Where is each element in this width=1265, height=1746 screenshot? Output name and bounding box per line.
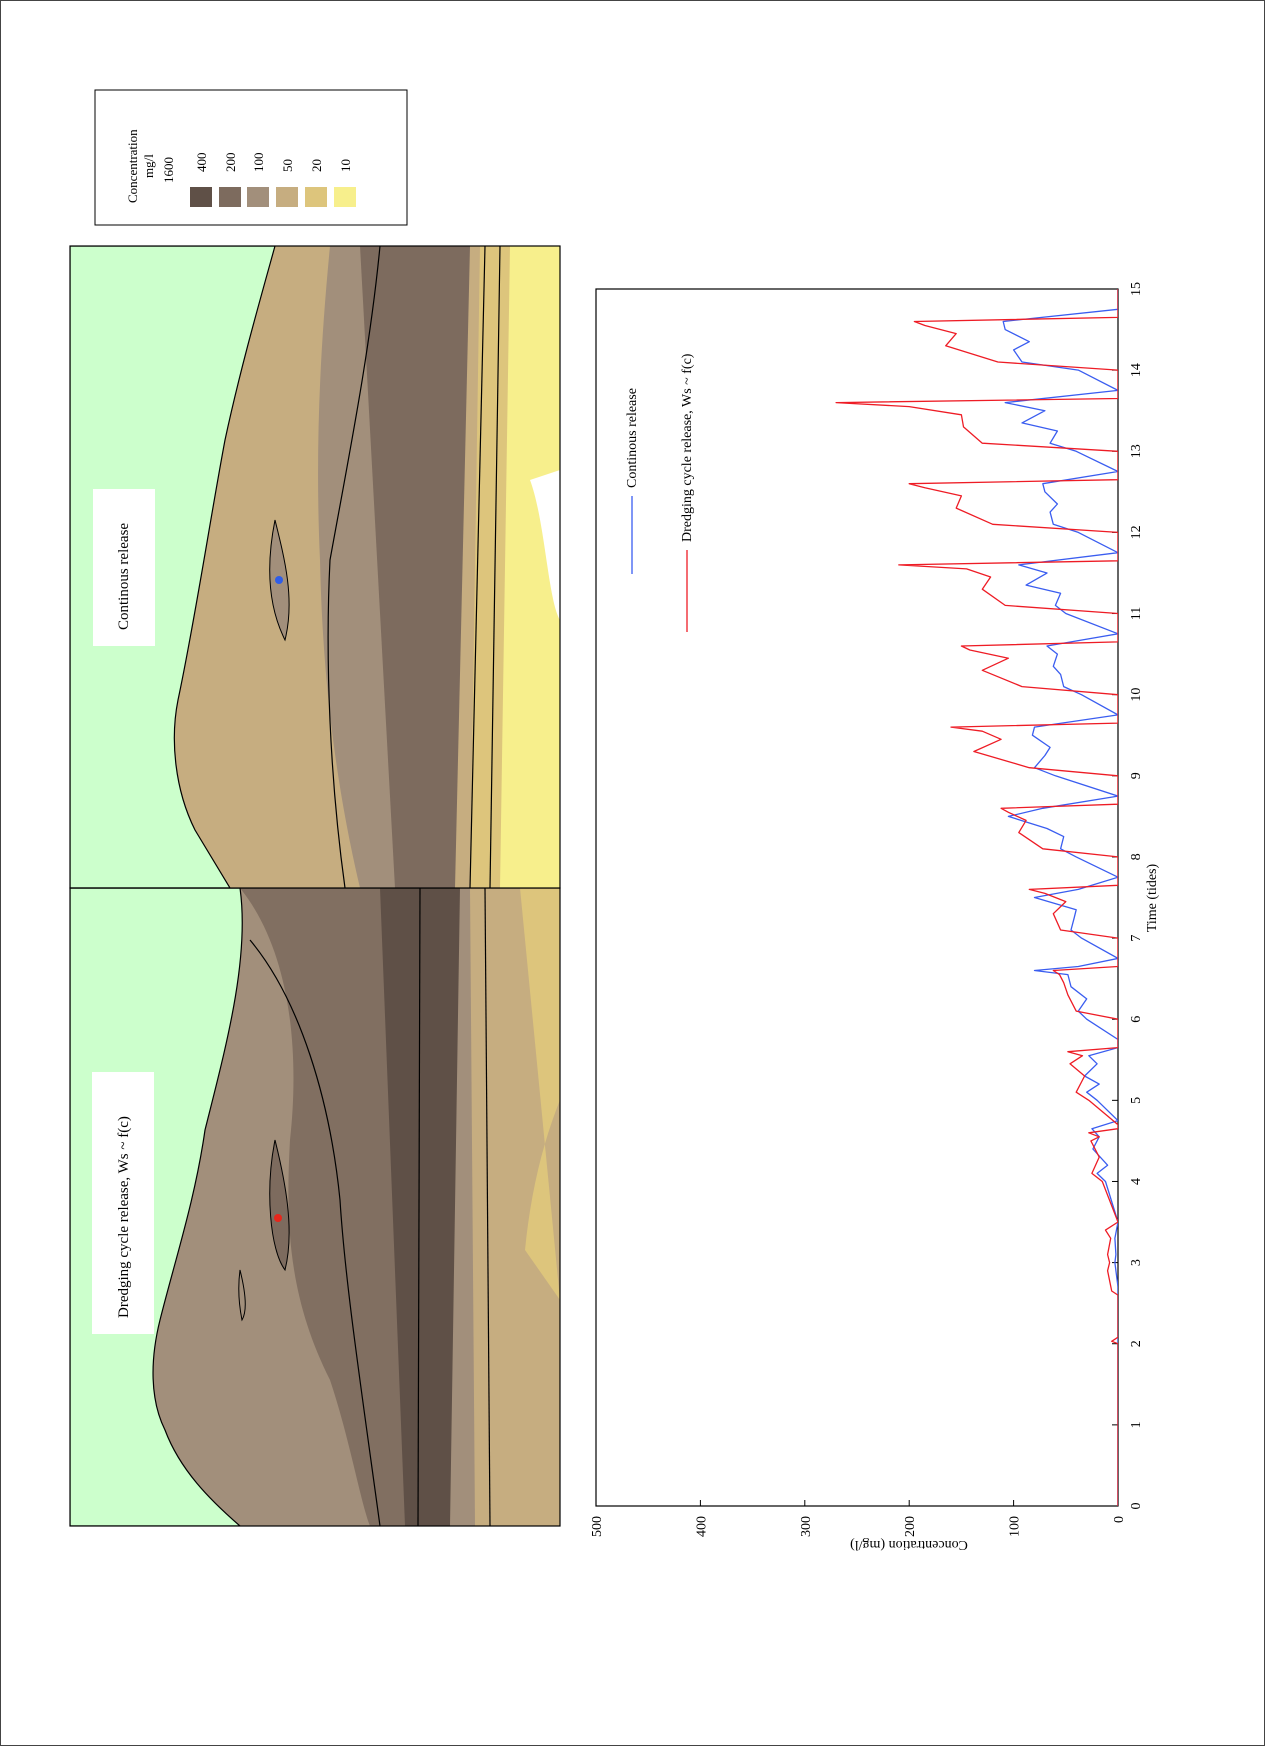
legend-swatch-50 xyxy=(276,187,298,207)
legend-swatch-20 xyxy=(305,187,327,207)
legend-level-400: 400 xyxy=(194,153,209,173)
legend-level-200: 200 xyxy=(223,153,238,173)
x-tick-label: 8 xyxy=(1129,853,1144,860)
y-axis-label: Concentration (mg/l) xyxy=(850,1537,968,1552)
legend-swatch-200 xyxy=(219,187,241,207)
concentration-legend: Concentration mg/l 1600 400 200 100 50 20 10 xyxy=(94,89,408,226)
release-point-marker xyxy=(274,1214,282,1222)
x-tick-label: 9 xyxy=(1129,772,1144,779)
legend-swatch-100 xyxy=(247,187,269,207)
legend-label: Dredging cycle release, Ws ~ f(c) xyxy=(680,353,695,542)
x-tick-label: 14 xyxy=(1129,363,1144,377)
series-line-dredging xyxy=(835,289,1118,1506)
legend-level-20: 20 xyxy=(309,159,324,172)
legend-level-10: 10 xyxy=(338,159,353,172)
x-tick-label: 4 xyxy=(1129,1178,1144,1185)
x-tick-label: 11 xyxy=(1129,607,1144,620)
map-continuous: Continous release xyxy=(69,245,561,889)
release-point-marker xyxy=(275,576,283,584)
x-tick-label: 13 xyxy=(1129,444,1144,458)
x-tick-label: 6 xyxy=(1129,1016,1144,1023)
legend-title: Concentration xyxy=(125,129,140,203)
legend-label: Continous release xyxy=(625,388,640,488)
legend-swatch-400 xyxy=(190,187,212,207)
x-tick-label: 1 xyxy=(1129,1421,1144,1428)
chart-legend: Continous release Dredging cycle release,… xyxy=(625,353,695,632)
map-continuous-title: Continous release xyxy=(116,523,132,630)
plot-area xyxy=(595,288,1119,1507)
x-tick-label: 15 xyxy=(1129,282,1144,296)
y-tick-label: 400 xyxy=(694,1516,709,1537)
x-tick-label: 0 xyxy=(1129,1503,1144,1510)
x-tick-label: 5 xyxy=(1129,1097,1144,1104)
series-line-continuous xyxy=(1002,289,1118,1506)
y-tick-label: 0 xyxy=(1112,1516,1127,1523)
legend-level-100: 100 xyxy=(251,153,266,173)
y-tick-label: 100 xyxy=(1008,1516,1023,1537)
x-tick-label: 3 xyxy=(1129,1259,1144,1266)
legend-level-50: 50 xyxy=(280,159,295,172)
x-tick-label: 12 xyxy=(1129,525,1144,539)
x-axis-label: Time (tides) xyxy=(1145,864,1160,933)
y-tick-label: 200 xyxy=(903,1516,918,1537)
legend-swatch-10 xyxy=(334,187,356,207)
legend-level-1600: 1600 xyxy=(161,157,176,183)
map-dredging-title: Dredging cycle release, Ws ~ f(c) xyxy=(116,1116,132,1318)
x-tick-label: 2 xyxy=(1129,1340,1144,1347)
x-tick-label: 7 xyxy=(1129,935,1144,942)
x-tick-label: 10 xyxy=(1129,688,1144,702)
y-tick-label: 500 xyxy=(590,1516,605,1537)
map-dredging: Dredging cycle release, Ws ~ f(c) xyxy=(69,887,561,1527)
y-tick-label: 300 xyxy=(799,1516,814,1537)
legend-unit: mg/l xyxy=(141,154,156,178)
